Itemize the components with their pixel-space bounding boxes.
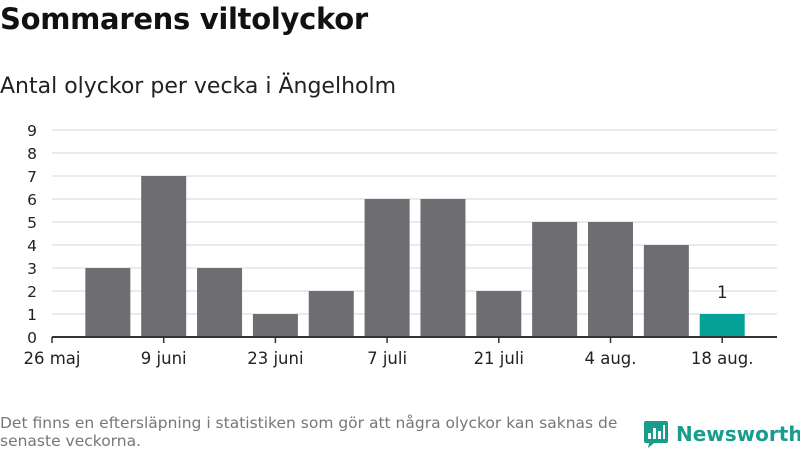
x-tick-label: 26 maj	[23, 349, 80, 368]
x-tick-label: 9 juni	[141, 349, 187, 368]
y-tick-label: 8	[27, 145, 37, 163]
brand-name: Newsworthy	[676, 422, 800, 446]
y-tick-label: 1	[27, 306, 37, 324]
bar	[643, 245, 689, 337]
chart-subtitle: Antal olyckor per vecka i Ängelholm	[0, 74, 397, 99]
x-tick-label: 7 juli	[367, 349, 407, 368]
y-tick-label: 4	[27, 237, 37, 255]
bar	[588, 222, 633, 337]
bar	[420, 199, 466, 337]
y-tick-label: 5	[27, 214, 37, 232]
bar-chart-logo-icon	[644, 420, 668, 448]
y-tick-label: 9	[27, 122, 37, 140]
bar	[252, 314, 298, 337]
bar-chart: 0 1 2 3 4 5 6 7 8 9 1 26 maj 9 juni 23 juni 7 juli 21 j…	[23, 122, 777, 368]
bar	[476, 291, 522, 337]
y-tick-label: 2	[27, 283, 37, 301]
bar	[85, 268, 131, 337]
footnote: Det finns en eftersläpning i statistiken…	[0, 414, 618, 450]
bar	[699, 314, 745, 337]
chart-title: Sommarens viltolyckor	[0, 2, 368, 36]
x-tick-label: 4 aug.	[584, 349, 636, 368]
bar	[532, 222, 578, 337]
x-tick-label: 21 juli	[474, 349, 524, 368]
y-tick-label: 0	[27, 329, 37, 347]
x-tick-label: 23 juni	[247, 349, 303, 368]
bar	[141, 176, 187, 337]
x-tick-label: 18 aug.	[691, 349, 754, 368]
y-tick-label: 3	[27, 260, 37, 278]
y-tick-label: 7	[27, 168, 37, 186]
brand: Newsworthy	[644, 419, 800, 449]
bar	[308, 291, 354, 337]
bar	[197, 268, 243, 337]
y-tick-label: 6	[27, 191, 37, 209]
data-label: 1	[717, 283, 728, 302]
bar	[364, 199, 410, 337]
